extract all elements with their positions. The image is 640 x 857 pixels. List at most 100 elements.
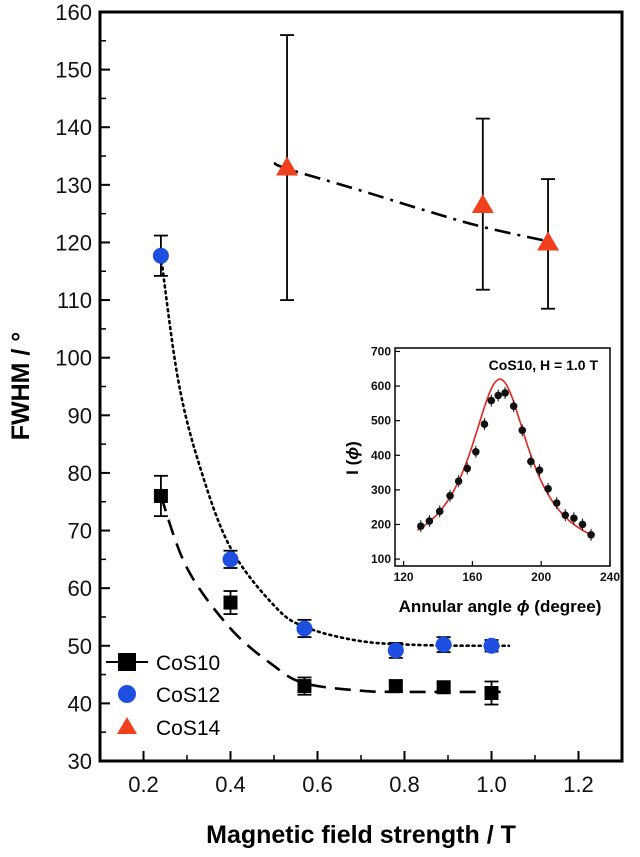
inset-x-title-prefix: Annular angle <box>399 597 517 616</box>
inset-y-title-symbol: ϕ <box>343 447 362 460</box>
y-tick-label: 120 <box>55 230 92 255</box>
inset-y-tick-label: 600 <box>371 379 391 393</box>
x-tick-label: 0.2 <box>128 772 159 797</box>
fit-curve-cos14 <box>273 161 549 243</box>
legend-item-cos10: CoS10 <box>106 652 220 675</box>
y-axis-title: FWHM / ° <box>7 332 35 441</box>
x-tick-label: 0.4 <box>215 772 246 797</box>
data-point-cos12 <box>387 642 404 659</box>
data-point-cos14 <box>471 194 494 214</box>
y-tick-label: 50 <box>68 634 92 659</box>
y-tick-label: 150 <box>55 58 92 83</box>
data-point-cos12 <box>152 247 169 264</box>
inset-data-point <box>552 499 561 507</box>
inset-data-point <box>435 507 444 516</box>
y-tick-label: 30 <box>68 749 92 774</box>
inset-x-title-symbol: ϕ <box>517 597 530 616</box>
inset-y-tick-label: 500 <box>371 414 391 428</box>
y-tick-label: 110 <box>57 288 92 313</box>
main-axes: 30 40 50 60 70 80 90 100 110 120 130 140 150 160 0.2 0.… <box>7 0 624 849</box>
y-tick-label: 70 <box>68 519 92 544</box>
y-tick-label: 140 <box>55 115 92 140</box>
data-point-cos12 <box>435 636 452 653</box>
y-tick-label: 40 <box>68 691 92 716</box>
inset-x-title-suffix: (degree) <box>530 597 602 616</box>
inset-data-point <box>417 522 425 531</box>
legend-item-cos14: CoS14 <box>117 717 221 740</box>
data-point-cos10 <box>436 680 451 695</box>
x-axis-title: Magnetic field strength / T <box>206 821 516 849</box>
inset-data-point <box>509 402 518 410</box>
inset-chart: 100 200 300 400 500 600 700 120 160 200 240 CoS10,… <box>343 344 620 616</box>
inset-data-point <box>518 426 527 435</box>
x-tick-label: 1.2 <box>563 772 594 797</box>
inset-data-point <box>561 511 570 519</box>
main-ticks <box>99 11 623 762</box>
inset-data-point <box>446 491 454 500</box>
data-point-cos10 <box>153 488 168 503</box>
data-point-cos12 <box>296 620 313 637</box>
inset-y-tick-label: 400 <box>371 448 391 462</box>
legend-label-cos10: CoS10 <box>156 652 220 675</box>
data-point-cos10 <box>297 679 312 694</box>
fit-curve-cos12 <box>159 254 511 648</box>
legend: CoS10 CoS12 CoS14 <box>106 652 221 740</box>
legend-label-cos14: CoS14 <box>156 717 221 740</box>
inset-x-tick-label: 160 <box>462 570 482 584</box>
data-point-cos12 <box>222 551 239 568</box>
inset-y-axis-title: I (ϕ) <box>343 441 362 475</box>
inset-data-points <box>417 386 595 541</box>
inset-tick-labels: 100 200 300 400 500 600 700 120 160 200 240 <box>371 344 620 584</box>
inset-annotation: CoS10, H = 1.0 T <box>489 357 599 373</box>
legend-marker-cos10 <box>118 653 136 671</box>
y-tick-label: 100 <box>55 346 92 371</box>
inset-data-point <box>578 520 587 529</box>
y-tick-label: 60 <box>68 576 92 601</box>
main-tick-labels: 30 40 50 60 70 80 90 100 110 120 130 140 150 160 0.2 0.… <box>55 0 594 797</box>
inset-data-point <box>501 389 509 397</box>
inset-data-point <box>544 485 552 493</box>
inset-y-tick-label: 700 <box>371 344 391 358</box>
legend-item-cos12: CoS12 <box>118 684 220 707</box>
inset-x-axis-title: Annular angle ϕ (degree) <box>399 597 602 616</box>
data-point-cos14 <box>276 156 299 176</box>
inset-y-tick-label: 300 <box>371 483 391 497</box>
inset-data-point <box>425 517 434 525</box>
data-point-cos10 <box>484 686 499 701</box>
inset-x-tick-label: 200 <box>531 570 551 584</box>
data-point-cos14 <box>537 231 560 251</box>
main-markers <box>152 156 560 701</box>
inset-plot-frame <box>394 347 611 567</box>
y-tick-label: 80 <box>68 461 92 486</box>
inset-data-point <box>527 457 535 466</box>
inset-y-title-suffix: ) <box>343 441 362 447</box>
y-tick-label: 160 <box>55 0 92 25</box>
data-point-cos12 <box>483 637 500 654</box>
fit-curve-cos10 <box>159 495 509 694</box>
y-tick-label: 130 <box>55 173 92 198</box>
x-tick-label: 1.0 <box>476 772 507 797</box>
inset-data-point <box>587 531 595 539</box>
data-point-cos10 <box>223 595 238 610</box>
y-tick-label: 90 <box>68 403 92 428</box>
x-tick-label: 0.6 <box>302 772 333 797</box>
inset-y-tick-label: 100 <box>371 552 391 566</box>
inset-data-point <box>454 477 463 486</box>
data-point-cos10 <box>388 679 403 694</box>
inset-x-tick-label: 120 <box>394 570 414 584</box>
inset-y-tick-label: 200 <box>371 517 391 531</box>
inset-data-point <box>494 391 503 400</box>
inset-x-tick-label: 240 <box>600 570 620 584</box>
inset-data-point <box>463 464 472 473</box>
inset-y-title-prefix: I ( <box>343 459 362 474</box>
inset-data-point <box>570 514 578 523</box>
inset-ticks <box>395 350 611 566</box>
legend-marker-cos12 <box>118 685 136 703</box>
legend-marker-cos14 <box>117 717 137 734</box>
legend-label-cos12: CoS12 <box>156 684 220 707</box>
inset-data-point <box>472 448 480 456</box>
x-tick-label: 0.8 <box>389 772 420 797</box>
inset-data-point <box>487 396 496 405</box>
inset-data-point <box>480 420 489 428</box>
